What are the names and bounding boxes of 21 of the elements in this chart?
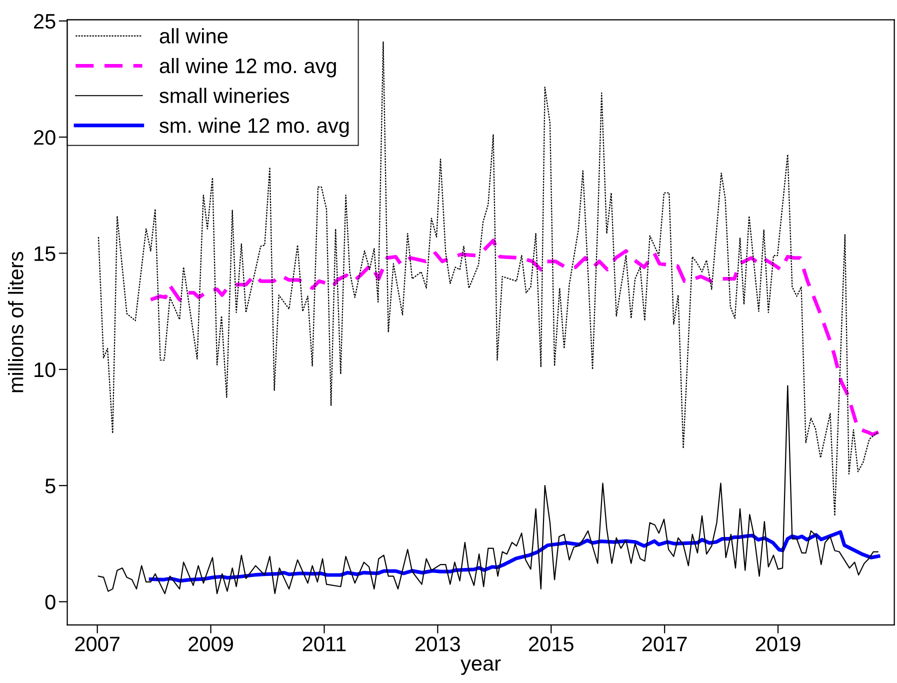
x-tick-label: 2009 [188,636,233,652]
x-tick-label: 2013 [416,636,460,652]
x-tick-label: 2019 [756,636,800,652]
y-tick-label: 5 [45,478,56,494]
x-tick-label: 2015 [529,636,574,652]
x-tick-label: 2007 [75,636,120,652]
legend-label: small wineries [160,88,290,104]
y-tick-label: 0 [45,594,56,610]
x-axis-title: year [460,659,501,675]
y-axis-title: millions of liters [8,252,24,392]
x-tick-label: 2011 [302,636,346,652]
x-tick-label: 2017 [642,636,687,652]
legend-label: sm. wine 12 mo. avg [160,118,349,138]
line-series [98,385,878,594]
y-tick-label: 15 [34,246,56,262]
line-series [148,238,880,436]
legend-label: all wine [160,28,228,44]
y-tick-label: 10 [34,362,56,378]
y-tick-label: 20 [34,130,56,145]
legend-label: all wine 12 mo. avg [160,58,336,78]
y-tick-label: 25 [34,14,56,29]
